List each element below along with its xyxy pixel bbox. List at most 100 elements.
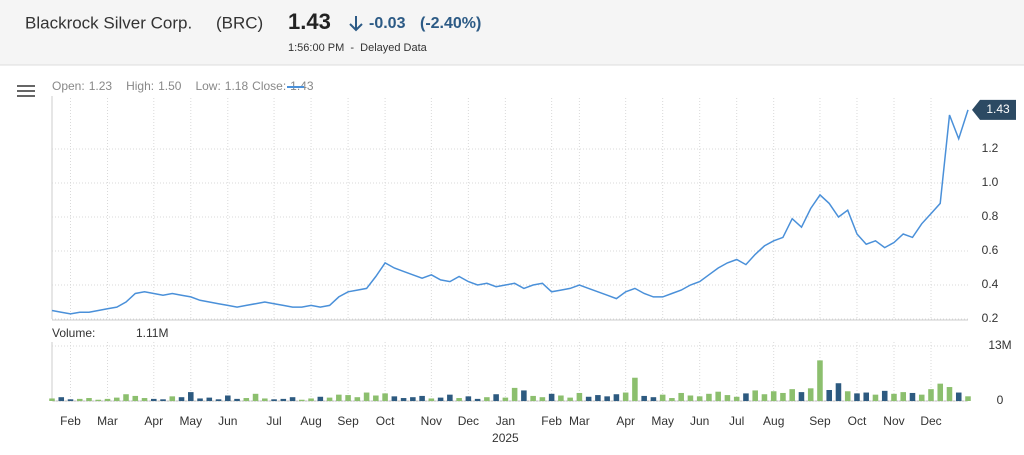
volume-bar xyxy=(724,395,731,401)
volume-bar xyxy=(178,397,185,401)
volume-bar xyxy=(299,399,305,401)
volume-bar xyxy=(484,397,490,401)
x-year-label: 2025 xyxy=(492,431,519,445)
volume-bar xyxy=(391,396,398,401)
volume-bar xyxy=(780,392,786,401)
timestamp: 1:56:00 PM - Delayed Data xyxy=(288,42,428,54)
volume-label: Volume: xyxy=(52,326,95,340)
volume-bar xyxy=(86,398,92,401)
x-tick-label: Apr xyxy=(144,414,163,428)
volume-bar xyxy=(632,377,638,401)
volume-bar xyxy=(955,392,962,401)
x-tick-label: May xyxy=(179,414,202,428)
volume-bar xyxy=(141,398,148,401)
volume-bar xyxy=(345,395,351,401)
volume-bar xyxy=(465,396,472,401)
x-tick-label: Mar xyxy=(569,414,590,428)
volume-bar xyxy=(558,395,564,401)
volume-bar xyxy=(76,398,83,401)
last-price: 1.43 xyxy=(288,9,331,34)
volume-bar xyxy=(49,398,55,401)
volume-bar xyxy=(493,394,499,401)
volume-bar xyxy=(317,396,324,401)
volume-bar xyxy=(363,392,370,401)
volume-bar xyxy=(225,395,231,401)
volume-bar xyxy=(669,398,675,401)
legend-label: Open: xyxy=(52,79,85,93)
header-background xyxy=(0,0,1024,65)
volume-bar xyxy=(474,398,481,401)
volume-bar xyxy=(548,393,555,401)
volume-bar xyxy=(946,387,953,401)
volume-bar xyxy=(151,398,157,401)
volume-bar xyxy=(502,397,509,401)
x-tick-label: Nov xyxy=(883,414,904,428)
volume-bar xyxy=(761,394,768,401)
volume-bar xyxy=(798,392,805,401)
volume-bar xyxy=(530,395,536,401)
volume-bar xyxy=(215,399,222,401)
y-tick-label: 0.6 xyxy=(982,243,999,257)
volume-bar xyxy=(113,397,120,401)
volume-bar xyxy=(622,392,629,401)
volume-bar xyxy=(595,395,601,401)
legend-value: 1.18 xyxy=(225,79,249,93)
volume-bar xyxy=(891,393,897,401)
volume-bar xyxy=(928,389,934,401)
volume-bar xyxy=(752,390,758,401)
x-tick-label: Mar xyxy=(97,414,118,428)
volume-bar xyxy=(854,393,860,401)
x-tick-label: Dec xyxy=(920,414,941,428)
volume-tick-label: 0 xyxy=(997,393,1004,407)
volume-bar xyxy=(410,397,416,401)
volume-bar xyxy=(687,395,694,401)
volume-bar xyxy=(835,383,842,401)
x-tick-label: Jun xyxy=(690,414,709,428)
volume-bar xyxy=(706,393,712,401)
volume-bar xyxy=(678,392,684,401)
ticker: (BRC) xyxy=(216,13,263,32)
volume-bar xyxy=(456,398,462,401)
volume-bar xyxy=(123,394,129,401)
volume-bar xyxy=(95,399,102,401)
volume-bar xyxy=(807,388,814,401)
legend-value: 1.50 xyxy=(158,79,182,93)
volume-bar xyxy=(382,393,388,401)
volume-bar xyxy=(872,394,879,401)
volume-bar xyxy=(863,392,869,401)
volume-bar xyxy=(539,397,546,401)
price-line xyxy=(51,109,969,315)
volume-bar xyxy=(826,390,832,401)
volume-bar xyxy=(326,397,333,401)
x-tick-label: Oct xyxy=(376,414,395,428)
volume-bar xyxy=(289,397,296,401)
company-name: Blackrock Silver Corp. xyxy=(25,13,192,32)
down-arrow xyxy=(349,16,363,32)
volume-bar xyxy=(373,395,379,401)
volume-bar xyxy=(67,399,74,401)
volume-bar xyxy=(160,399,166,401)
volume-bar xyxy=(132,395,139,401)
legend-value: 1.23 xyxy=(89,79,113,93)
menu-icon[interactable] xyxy=(17,85,35,97)
volume-bar xyxy=(567,397,573,401)
volume-bar xyxy=(336,394,342,401)
volume-bar xyxy=(104,398,111,401)
volume-tick-label: 13M xyxy=(988,338,1011,352)
x-tick-label: Jun xyxy=(218,414,237,428)
y-tick-label: 0.4 xyxy=(982,277,999,291)
volume-bar xyxy=(733,396,740,401)
x-tick-label: Feb xyxy=(541,414,562,428)
volume-bar xyxy=(789,389,795,401)
x-tick-label: Feb xyxy=(60,414,81,428)
volume-bar xyxy=(521,390,527,401)
volume-bar xyxy=(576,392,583,401)
volume-bar xyxy=(770,391,777,401)
volume-bar xyxy=(696,396,703,401)
volume-bar xyxy=(613,394,620,401)
volume-bar xyxy=(188,392,194,401)
volume-bar xyxy=(585,396,592,401)
x-tick-label: Oct xyxy=(848,414,867,428)
